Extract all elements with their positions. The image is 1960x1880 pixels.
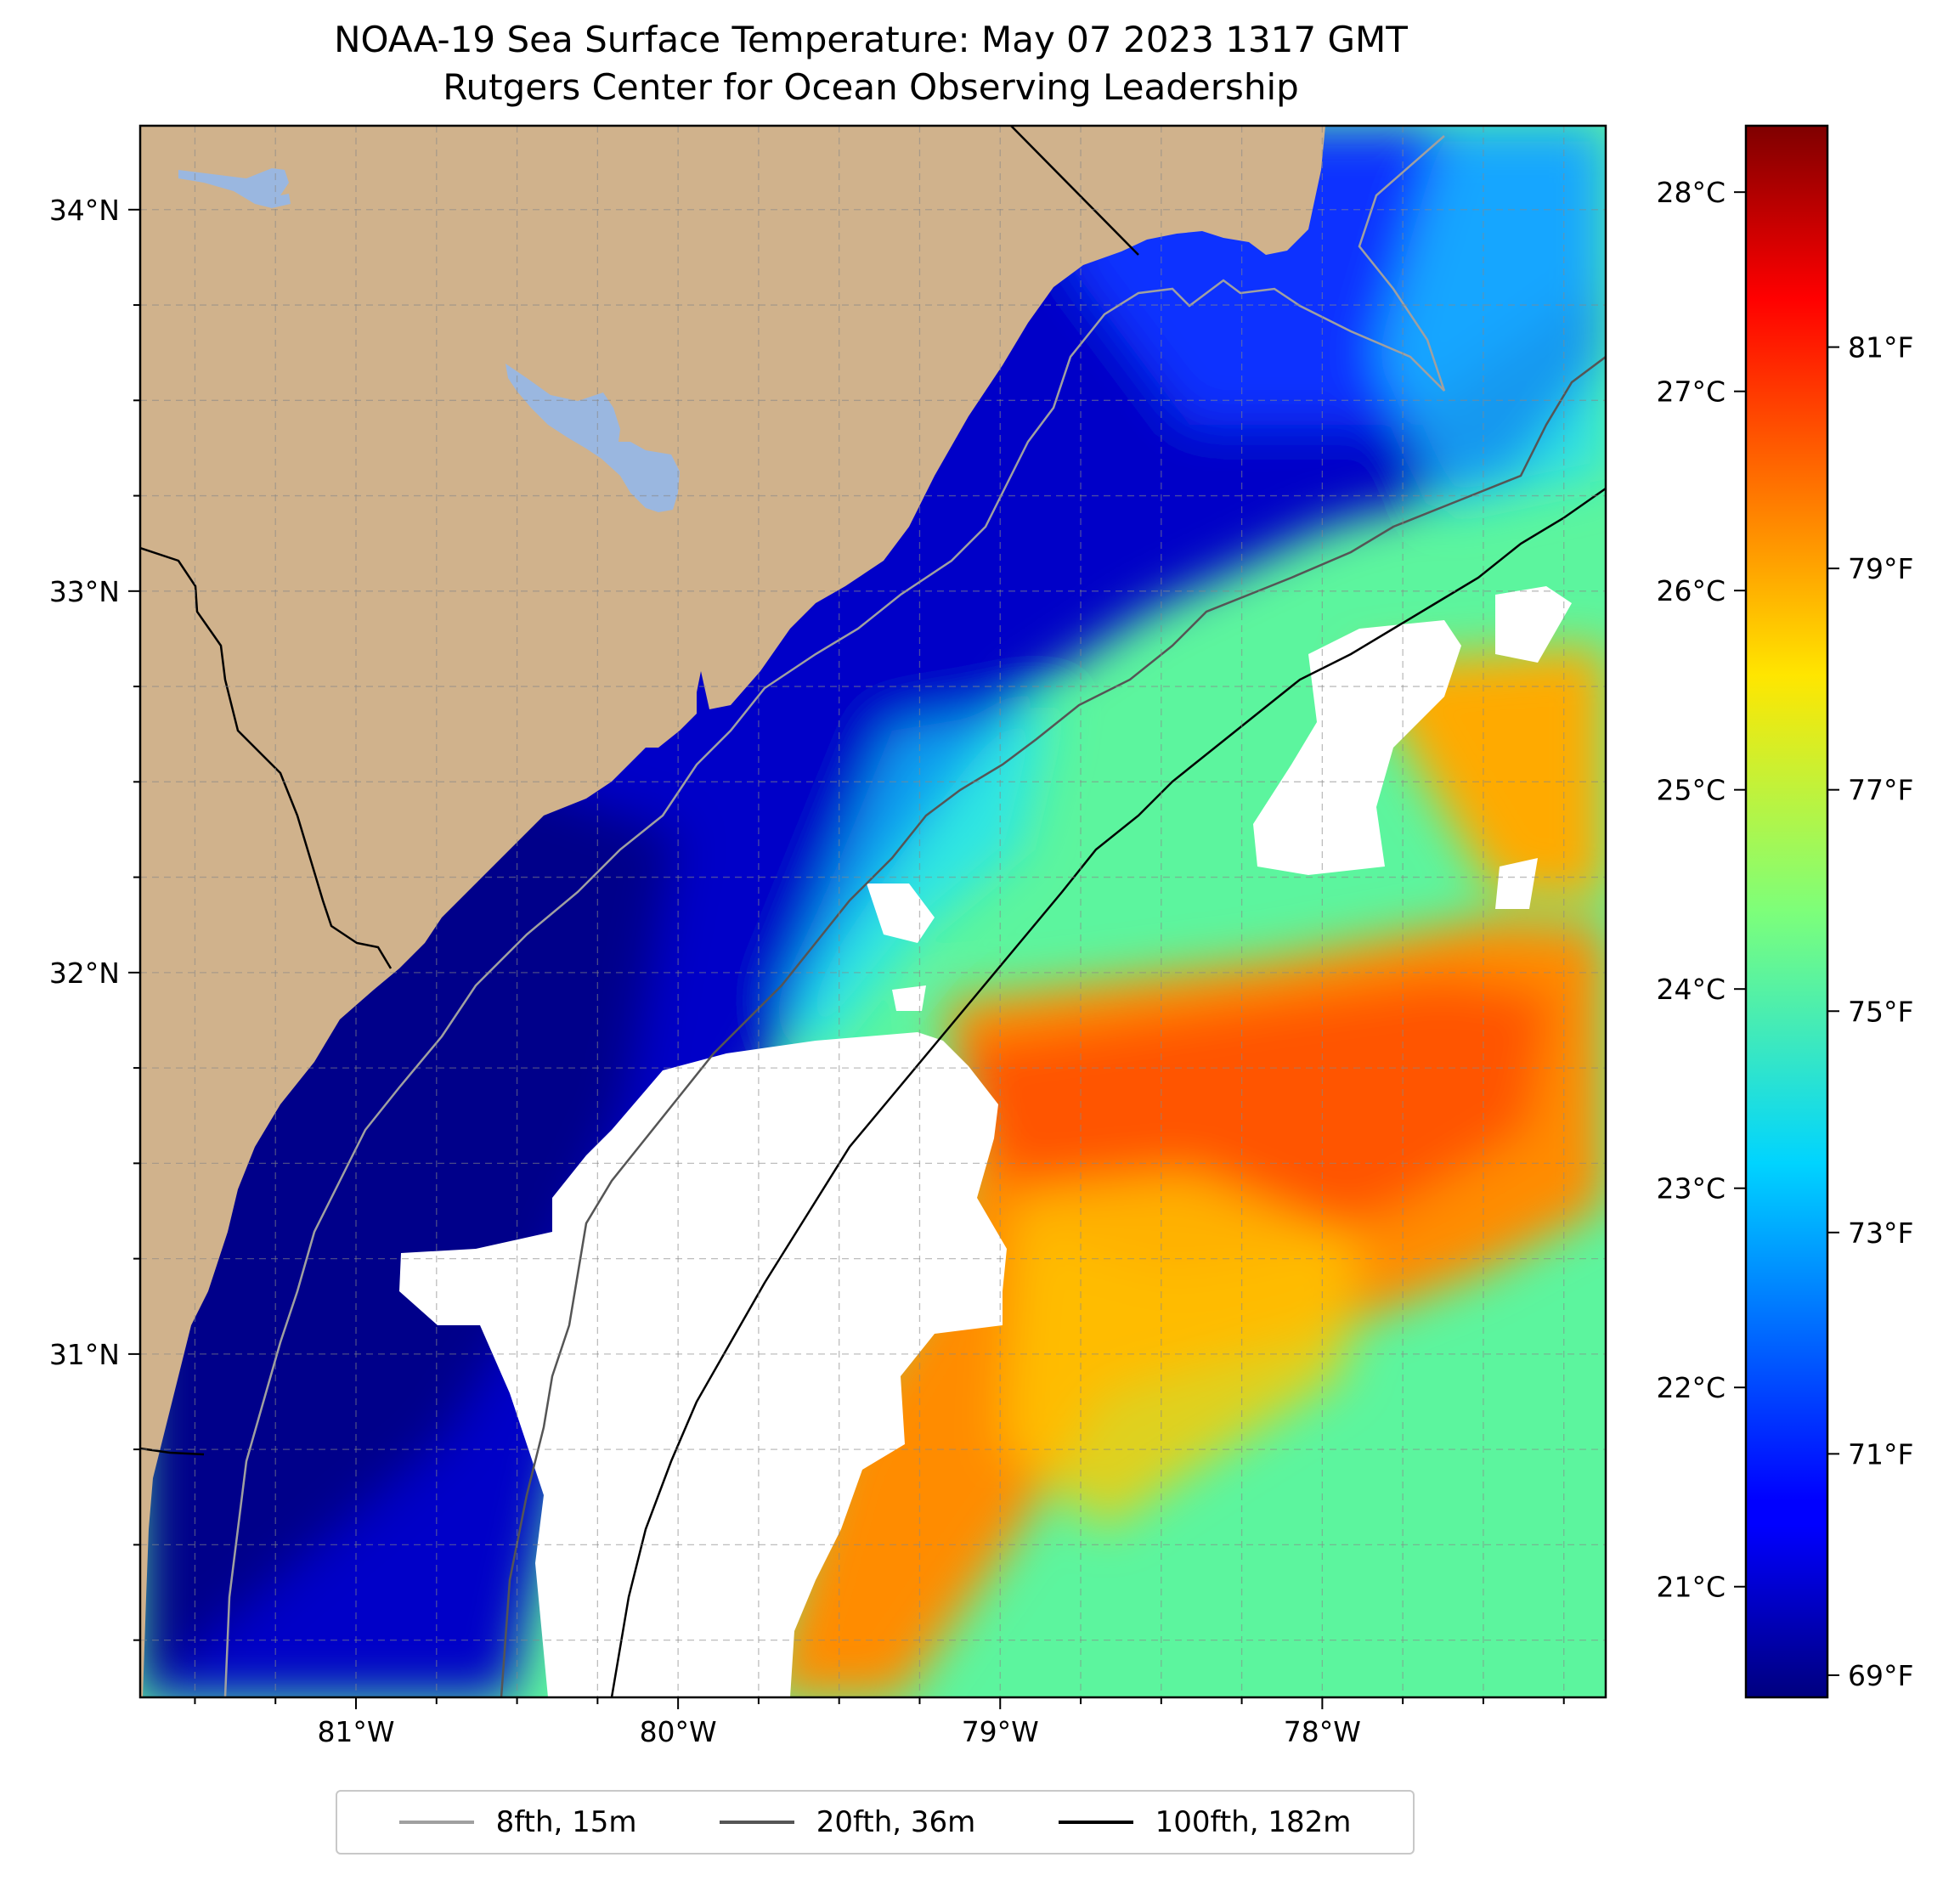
colorbar-label-c: 21°C	[1656, 1571, 1726, 1604]
legend-item-182m: 100fth, 182m	[1058, 1805, 1352, 1839]
lat-tick-label: 32°N	[49, 957, 120, 990]
lon-tick-label: 78°W	[1284, 1715, 1361, 1748]
map-plot-area	[140, 126, 1606, 1697]
lon-tick-label: 81°W	[317, 1715, 394, 1748]
map-frame	[138, 124, 1607, 1699]
lon-tick-label: 80°W	[640, 1715, 717, 1748]
state-border-nc-sc	[1010, 126, 1139, 256]
state-border-sc-ga	[140, 546, 393, 969]
colorbar-label-f: 71°F	[1848, 1437, 1913, 1471]
contour-15m	[223, 135, 1446, 1697]
contour-182m	[610, 487, 1606, 1697]
colorbar-label-c: 25°C	[1656, 774, 1726, 807]
lat-tick-label: 34°N	[49, 194, 120, 227]
legend-label-36m: 20fth, 36m	[816, 1805, 976, 1839]
map-subtitle: Rutgers Center for Ocean Observing Leade…	[443, 66, 1299, 108]
lon-tick-label: 79°W	[962, 1715, 1039, 1748]
colorbar-label-f: 77°F	[1848, 774, 1913, 807]
axis-ticks: 81°W 80°W 79°W 78°W 31°N 32°N 33°N 34°N	[49, 194, 1565, 1748]
gridlines	[140, 126, 1606, 1697]
no-data-regions	[399, 586, 1572, 1697]
legend-label-182m: 100fth, 182m	[1155, 1805, 1352, 1839]
map-title: NOAA-19 Sea Surface Temperature: May 07 …	[334, 19, 1408, 60]
colorbar-label-f: 75°F	[1848, 995, 1913, 1028]
legend-swatch-36m	[719, 1821, 794, 1824]
colorbar: 69°F 71°F 73°F 75°F 77°F 79°F 81°F 21°C 22°C 23°C…	[1656, 124, 1913, 1699]
legend-swatch-15m	[398, 1821, 474, 1824]
colorbar-label-c: 26°C	[1656, 574, 1726, 607]
colorbar-label-f: 81°F	[1848, 331, 1913, 364]
colorbar-label-c: 22°C	[1656, 1371, 1726, 1404]
colorbar-label-f: 69°F	[1848, 1659, 1913, 1692]
contour-36m	[500, 356, 1606, 1697]
colorbar-label-f: 73°F	[1848, 1217, 1913, 1250]
legend-item-36m: 20fth, 36m	[719, 1805, 976, 1839]
state-border-ga-fl	[140, 1447, 205, 1456]
colorbar-label-c: 23°C	[1656, 1172, 1726, 1205]
legend-label-15m: 8fth, 15m	[495, 1805, 637, 1839]
colorbar-ticks: 69°F 71°F 73°F 75°F 77°F 79°F 81°F 21°C 22°C 23°C…	[1656, 176, 1913, 1692]
lat-tick-label: 33°N	[49, 575, 120, 608]
colorbar-label-f: 79°F	[1848, 552, 1913, 585]
colorbar-label-c: 24°C	[1656, 973, 1726, 1006]
legend-item-15m: 8fth, 15m	[398, 1805, 637, 1839]
contour-legend: 8fth, 15m 20fth, 36m 100fth, 182m	[336, 1790, 1415, 1855]
colorbar-label-c: 27°C	[1656, 375, 1726, 409]
colorbar-gradient	[1744, 124, 1829, 1699]
colorbar-label-c: 28°C	[1656, 176, 1726, 209]
lat-tick-label: 31°N	[49, 1338, 120, 1371]
legend-swatch-182m	[1058, 1821, 1133, 1824]
